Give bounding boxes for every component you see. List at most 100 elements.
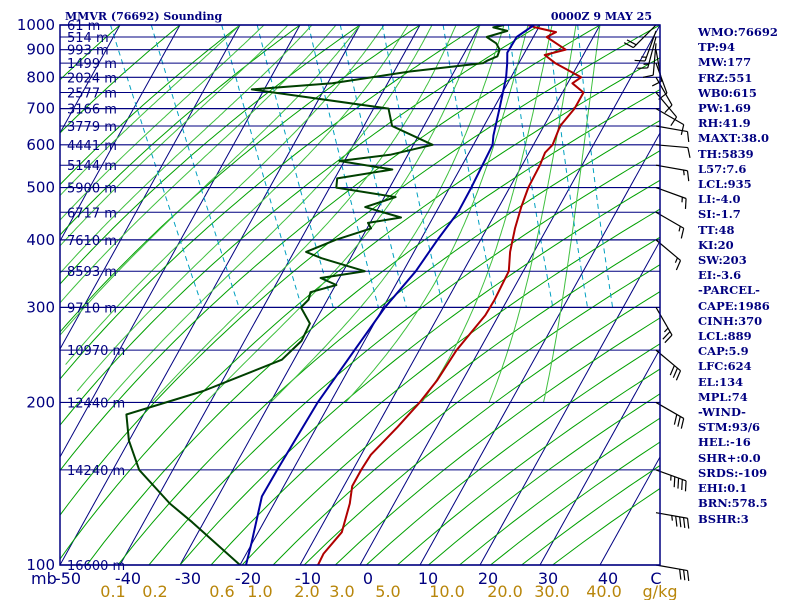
wind-barb xyxy=(655,164,690,182)
pressure-tick-label: 100 xyxy=(26,556,55,574)
index-item: LFC:624 xyxy=(698,359,752,374)
parcel-profile-line xyxy=(245,25,535,565)
dewpoint-profile-line xyxy=(125,25,509,565)
height-label: 7610 m xyxy=(67,234,117,249)
index-item: PW:1.69 xyxy=(698,101,752,116)
index-item: KI:20 xyxy=(698,237,734,252)
wind-barb xyxy=(637,36,657,69)
height-label: 9710 m xyxy=(67,301,117,316)
index-item: TH:5839 xyxy=(698,146,754,161)
index-item: CAPE:1986 xyxy=(698,298,770,313)
wind-barb xyxy=(623,24,657,49)
pressure-tick-label: 700 xyxy=(26,100,55,118)
isotherm-line xyxy=(479,239,660,565)
pressure-tick-label: 800 xyxy=(26,68,55,86)
isotherm-line xyxy=(60,25,121,135)
temperature-tick-label: -40 xyxy=(115,569,141,588)
height-label: 12440 m xyxy=(67,396,125,411)
index-item: L57:7.6 xyxy=(698,161,747,176)
index-item: SI:-1.7 xyxy=(698,207,741,222)
mixing-ratio-tick-label: 0.1 xyxy=(100,582,125,600)
index-item: HEL:-16 xyxy=(698,435,751,450)
mixing-ratio-tick-label: 20.0 xyxy=(487,582,523,600)
height-label: 5144 m xyxy=(67,159,117,174)
dry-adiabat-line xyxy=(60,57,660,560)
sounding-profiles xyxy=(125,25,585,565)
isotherm-line xyxy=(599,455,660,565)
height-label: 5900 m xyxy=(67,182,117,197)
temperature-tick-label: -10 xyxy=(295,569,321,588)
pressure-axis-unit: mb xyxy=(31,569,57,588)
mixing-ratio-tick-label: 30.0 xyxy=(534,582,570,600)
wind-barb xyxy=(655,469,687,492)
dry-adiabat-line xyxy=(86,88,660,565)
index-item: TT:48 xyxy=(698,222,735,237)
mixing-ratio-tick-label: 1.0 xyxy=(247,582,272,600)
index-item: LCL:935 xyxy=(698,177,752,192)
moist-adiabat-line xyxy=(76,25,409,392)
dry-adiabat-line xyxy=(60,25,660,516)
moist-adiabat-line xyxy=(151,25,457,403)
wind-barb xyxy=(655,125,690,143)
height-label: 1499 m xyxy=(67,57,117,72)
pressure-tick-label: 500 xyxy=(26,179,55,197)
mixing-ratio-line xyxy=(221,25,303,308)
isotherm-line xyxy=(60,25,361,565)
isotherm-line xyxy=(419,131,660,565)
index-item: FRZ:551 xyxy=(698,70,753,85)
height-label: 3166 m xyxy=(67,103,117,118)
wind-barb xyxy=(634,30,657,62)
isotherm-line xyxy=(539,347,660,565)
temperature-profile-line xyxy=(317,25,585,565)
index-item: -PARCEL- xyxy=(698,283,760,298)
pressure-tick-label: 300 xyxy=(26,298,55,316)
isotherm-line xyxy=(60,25,181,243)
moist-adiabat-line xyxy=(60,25,241,197)
mixing-ratio-tick-label: 0.6 xyxy=(209,582,234,600)
index-item: EL:134 xyxy=(698,374,744,389)
moist-adiabat-line xyxy=(60,25,289,247)
temperature-tick-label: -30 xyxy=(175,569,201,588)
wind-barbs xyxy=(623,24,691,581)
moist-adiabat-line xyxy=(543,25,601,403)
index-item: CAP:5.9 xyxy=(698,344,749,359)
index-item: MPL:74 xyxy=(698,389,748,404)
valid-time: 0000Z 9 MAY 25 xyxy=(551,10,652,23)
pressure-tick-label: 200 xyxy=(26,393,55,411)
stability-indices-panel: WMO:76692 TP:94 MW:177 FRZ:551 WB0:615 PW:1.6… xyxy=(698,25,798,527)
chart-title: MMVR (76692) Sounding xyxy=(65,10,223,23)
temperature-tick-label: -20 xyxy=(235,569,261,588)
temperature-tick-labels: -50 -40 -30 -20 -10 0 10 20 30 40 C xyxy=(55,569,662,588)
height-label: 2024 m xyxy=(67,71,117,86)
moist-adiabat-line xyxy=(421,25,553,403)
index-item: -WIND- xyxy=(698,405,746,420)
wind-barb xyxy=(655,77,673,114)
height-label: 8593 m xyxy=(67,265,117,280)
temperature-tick-label: -50 xyxy=(55,569,81,588)
height-label: 2577 m xyxy=(67,86,117,101)
temperature-tick-label: 40 xyxy=(598,569,618,588)
height-label: 3779 m xyxy=(67,120,117,135)
isotherm-line xyxy=(239,25,541,565)
mixing-ratio-tick-label: 2.0 xyxy=(294,582,319,600)
mixing-ratio-tick-label: 5.0 xyxy=(375,582,400,600)
moist-adiabat-line xyxy=(60,25,361,336)
mixing-ratio-line xyxy=(110,25,204,308)
pressure-tick-labels: 100 200 300 400 500 600 700 800 900 1000 xyxy=(17,16,55,574)
pressure-tick-label: 1000 xyxy=(17,16,55,34)
mixing-ratio-tick-labels: 0.1 0.2 0.6 1.0 2.0 3.0 5.0 10.0 20.0 30.0 40.0 g/k… xyxy=(100,582,677,600)
index-item: EHI:0.1 xyxy=(698,481,748,496)
mixing-ratio-tick-label: 40.0 xyxy=(586,582,622,600)
mixing-ratio-tick-label: 3.0 xyxy=(329,582,354,600)
mixing-ratio-line xyxy=(507,25,554,308)
wind-barb xyxy=(655,512,690,529)
height-label: 514 m xyxy=(67,31,109,46)
thermodynamic-background xyxy=(60,25,660,565)
temperature-tick-label: C xyxy=(650,569,661,588)
wind-barb xyxy=(655,144,691,158)
height-label: 16600 m xyxy=(67,559,125,574)
height-label: 4441 m xyxy=(67,139,117,154)
wind-barb xyxy=(655,186,687,209)
moist-adiabat-line xyxy=(65,25,385,365)
